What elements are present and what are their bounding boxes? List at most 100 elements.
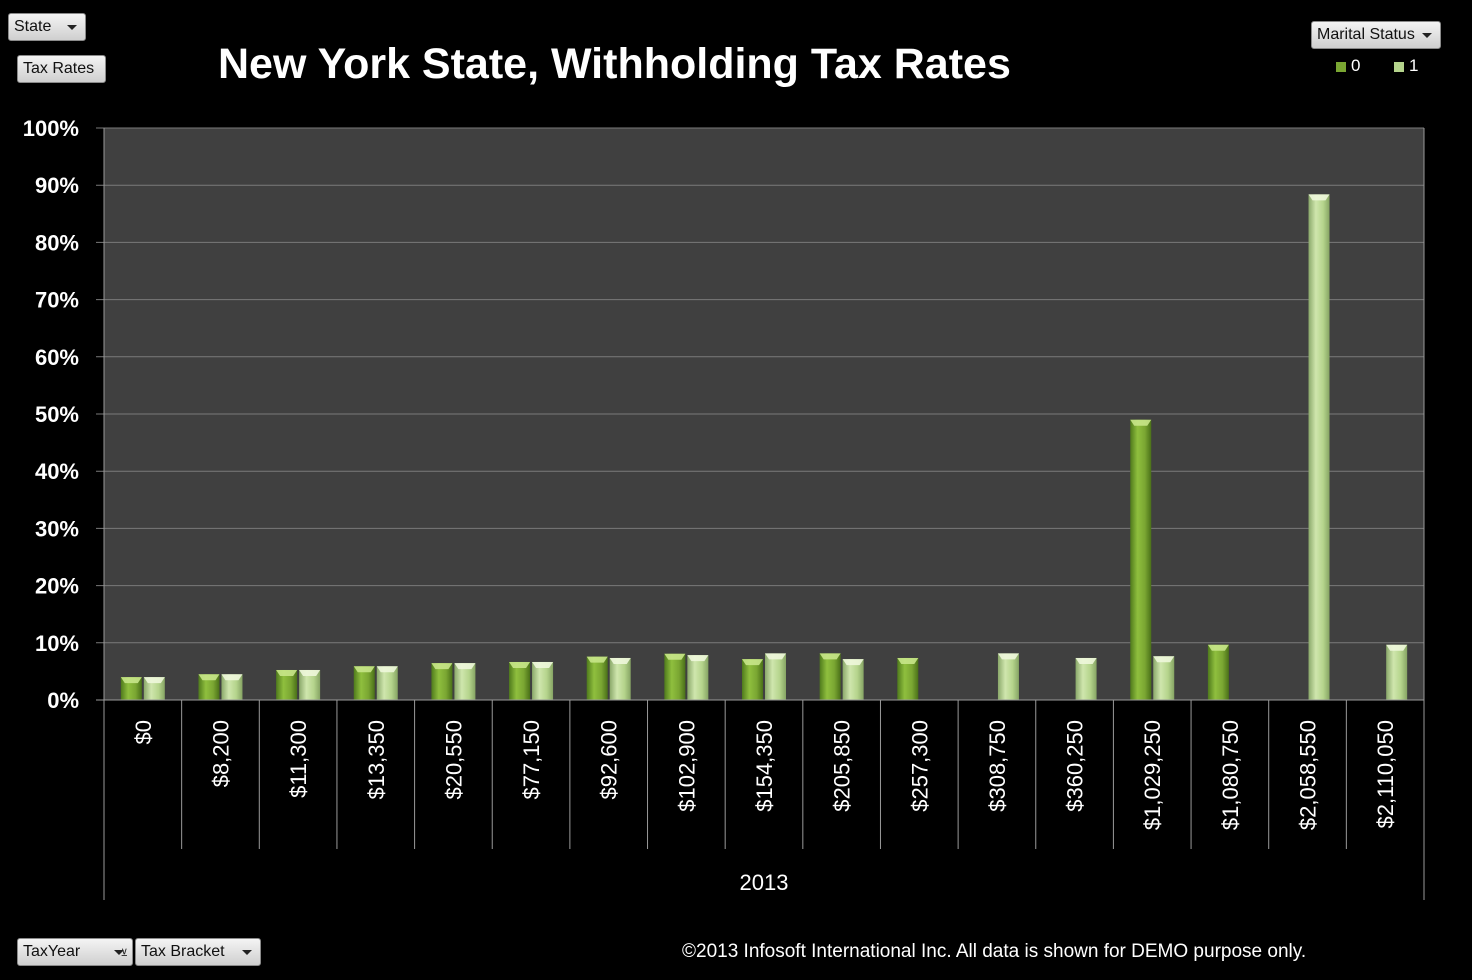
bar-bevel-series-0 [586, 656, 608, 663]
bar-bevel-series-1 [1386, 644, 1408, 651]
x-tick-label: $360,250 [1063, 720, 1088, 812]
bar-bevel-series-0 [509, 661, 531, 668]
y-tick-label: 70% [35, 288, 79, 313]
bar-series-1 [532, 661, 554, 700]
bar-series-1 [1386, 644, 1408, 700]
bar-series-0 [198, 674, 220, 700]
x-tick-label: $205,850 [830, 720, 855, 812]
bar-series-0 [431, 663, 453, 700]
bar-bevel-series-0 [1130, 419, 1152, 426]
dropdown-arrow-icon [242, 950, 252, 955]
bar-series-1 [997, 653, 1019, 700]
bar-series-0 [509, 661, 531, 700]
bar-series-1 [299, 669, 321, 700]
bar-bevel-series-1 [376, 666, 398, 673]
legend-swatch-series-0 [1336, 61, 1346, 72]
bar-series-0 [742, 659, 763, 700]
bar-bevel-series-0 [353, 666, 375, 673]
legend-item-series-0: 0 [1336, 56, 1360, 76]
state-field-label: State [14, 18, 52, 35]
bar-bevel-series-0 [819, 653, 841, 660]
y-tick-label: 30% [35, 516, 79, 541]
y-tick-label: 0% [47, 688, 79, 713]
bar-series-0 [1130, 419, 1152, 700]
y-axis-ticks: 0% 10% 20% 30% 40% 50% 60% 70% 80% 90% 100% [23, 116, 79, 713]
dropdown-arrow-icon [67, 25, 77, 30]
bar-bevel-series-1 [687, 655, 709, 662]
bar-series-1 [221, 674, 243, 700]
bar-series-0 [664, 653, 686, 700]
bar-series-1 [842, 659, 864, 700]
bar-bevel-series-0 [431, 663, 453, 670]
x-tick-label: $8,200 [208, 720, 233, 787]
marital-status-field-button[interactable]: Marital Status [1311, 21, 1441, 49]
x-tick-label: $1,029,250 [1140, 720, 1165, 830]
bars [120, 194, 1408, 701]
bar-bevel-series-1 [532, 661, 554, 668]
bar-series-1 [765, 653, 786, 700]
legend-label-series-1: 1 [1409, 56, 1419, 75]
state-field-button[interactable]: State [8, 13, 86, 41]
bar-series-1 [1308, 194, 1330, 701]
x-tick-label: $1,080,750 [1218, 720, 1243, 830]
bar-bevel-series-1 [609, 657, 631, 664]
y-tick-label: 50% [35, 402, 79, 427]
x-tick-label: $2,058,550 [1296, 720, 1321, 830]
bar-series-0 [897, 657, 919, 700]
tax-year-field-label: TaxYear [23, 943, 81, 960]
marital-status-field-label: Marital Status [1317, 26, 1415, 43]
bar-series-1 [1075, 657, 1097, 700]
y-tick-label: 80% [35, 230, 79, 255]
y-tick-label: 20% [35, 574, 79, 599]
bar-bevel-series-1 [454, 663, 476, 670]
tax-year-field-button[interactable]: TaxYear ⊻ [17, 938, 133, 966]
bar-series-0 [1207, 644, 1229, 700]
bar-bevel-series-1 [143, 677, 165, 684]
x-tick-label: $257,300 [907, 720, 932, 812]
legend-label-series-0: 0 [1351, 56, 1361, 75]
legend-swatch-series-1 [1394, 61, 1404, 72]
x-tick-label: $77,150 [519, 720, 544, 800]
bar-series-1 [1153, 656, 1175, 700]
bar-series-1 [687, 655, 709, 700]
dropdown-arrow-icon [1422, 33, 1432, 38]
bar-bevel-series-1 [1153, 656, 1175, 663]
y-tick-label: 60% [35, 345, 79, 370]
y-tick-label: 40% [35, 459, 79, 484]
chart-title: New York State, Withholding Tax Rates [218, 40, 1011, 88]
x-tick-label: $154,350 [752, 720, 777, 812]
y-tick-label: 90% [35, 173, 79, 198]
x-axis: $0 $8,200 $11,300 $13,350 $20,550 $77,150 $92,… [96, 128, 1425, 900]
tax-rates-field-button[interactable]: Tax Rates [17, 55, 106, 83]
bar-bevel-series-1 [1075, 657, 1097, 664]
bar-bevel-series-0 [897, 657, 919, 664]
dropdown-arrow-icon [114, 950, 124, 955]
bar-series-0 [276, 669, 298, 700]
bar-series-0 [819, 653, 841, 700]
x-tick-label: $92,600 [597, 720, 622, 800]
copyright-footer: ©2013 Infosoft International Inc. All da… [682, 941, 1307, 962]
bar-bevel-series-0 [198, 674, 220, 681]
tax-bracket-field-label: Tax Bracket [141, 943, 225, 960]
x-tick-label: $13,350 [364, 720, 389, 800]
x-tick-label: $102,900 [674, 720, 699, 812]
bar-bevel-series-1 [299, 669, 321, 676]
bar-bevel-series-0 [742, 659, 763, 666]
bar-bevel-series-1 [1308, 194, 1330, 201]
bar-bevel-series-1 [221, 674, 243, 681]
bar-bevel-series-1 [997, 653, 1019, 660]
bar-bevel-series-1 [842, 659, 864, 666]
x-tick-label: $20,550 [441, 720, 466, 800]
bar-series-0 [586, 656, 608, 700]
bar-bevel-series-0 [664, 653, 686, 660]
tax-bracket-field-button[interactable]: Tax Bracket [135, 938, 261, 966]
x-axis-group-label: 2013 [740, 870, 789, 895]
y-tick-label: 100% [23, 116, 79, 141]
bar-bevel-series-0 [120, 677, 142, 684]
bar-series-1 [609, 657, 631, 700]
legend-item-series-1: 1 [1394, 56, 1418, 76]
filter-icon: ⊻ [120, 948, 128, 959]
x-tick-label: $0 [131, 720, 156, 744]
bar-bevel-series-0 [276, 669, 298, 676]
bar-bevel-series-0 [1207, 644, 1229, 651]
